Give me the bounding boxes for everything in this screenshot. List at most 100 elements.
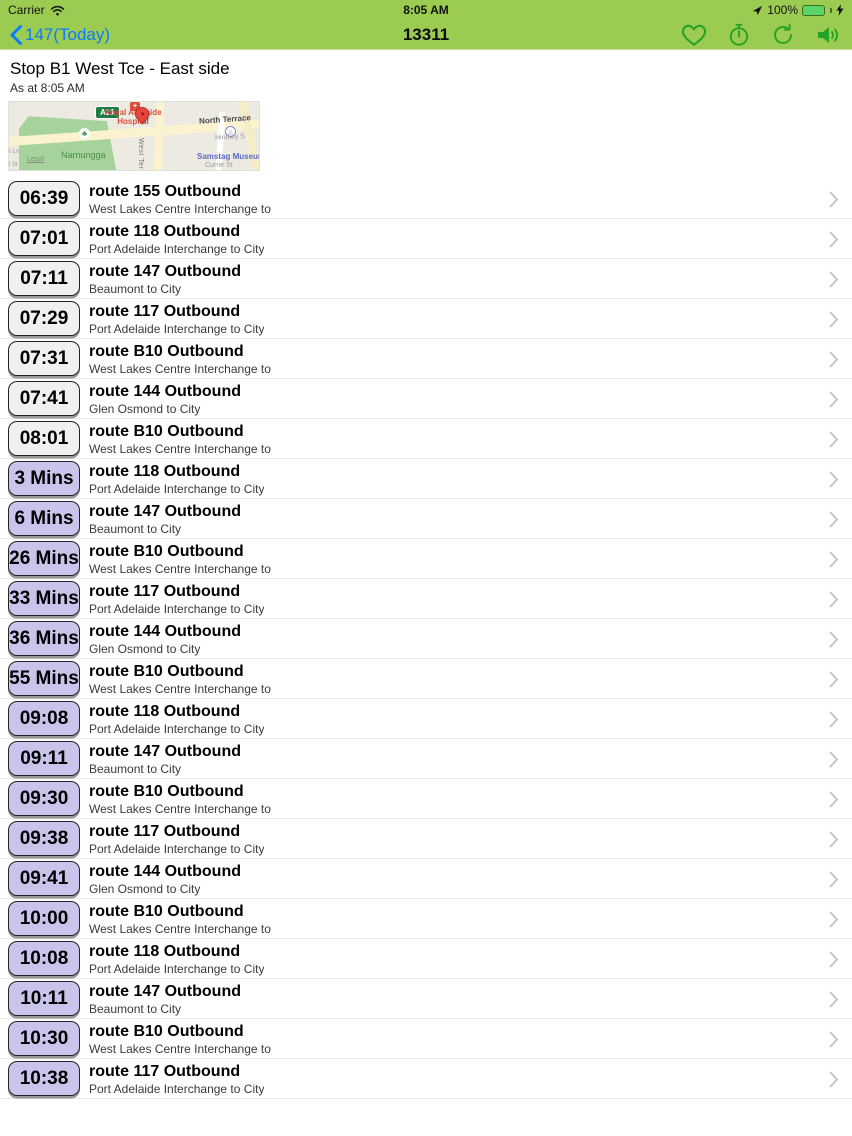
departure-row[interactable]: 55 Mins route B10 Outbound West Lakes Ce…: [0, 659, 852, 699]
departure-time-badge: 07:31: [8, 341, 80, 376]
chevron-right-icon: [829, 631, 838, 648]
departure-row[interactable]: 07:11 route 147 Outbound Beaumont to Cit…: [0, 259, 852, 299]
departures-list: 06:39 route 155 Outbound West Lakes Cent…: [0, 179, 852, 1099]
departure-time-badge: 26 Mins: [8, 541, 80, 576]
departure-row[interactable]: 10:38 route 117 Outbound Port Adelaide I…: [0, 1059, 852, 1099]
route-title: route B10 Outbound: [89, 782, 244, 800]
battery-icon: [802, 4, 825, 16]
chevron-right-icon: [829, 911, 838, 928]
route-destination: Glen Osmond to City: [89, 881, 201, 896]
map-hospital-icon: +: [130, 102, 140, 111]
back-button[interactable]: 147(Today): [10, 24, 111, 45]
chevron-right-icon: [829, 351, 838, 368]
departure-time-badge: 09:11: [8, 741, 80, 776]
route-title: route 144 Outbound: [89, 622, 241, 640]
stop-name: Stop B1 West Tce - East side: [10, 59, 230, 78]
back-button-label: 147(Today): [25, 24, 111, 44]
nav-bar: 13311 147(Today): [0, 20, 852, 50]
route-title: route 147 Outbound: [89, 502, 241, 520]
route-destination: West Lakes Centre Interchange to: [89, 1041, 271, 1056]
departure-row[interactable]: 07:31 route B10 Outbound West Lakes Cent…: [0, 339, 852, 379]
battery-percent: 100%: [767, 3, 798, 17]
chevron-right-icon: [829, 831, 838, 848]
chevron-right-icon: [829, 671, 838, 688]
departure-row[interactable]: 08:01 route B10 Outbound West Lakes Cent…: [0, 419, 852, 459]
departure-row[interactable]: 36 Mins route 144 Outbound Glen Osmond t…: [0, 619, 852, 659]
departure-row[interactable]: 10:30 route B10 Outbound West Lakes Cent…: [0, 1019, 852, 1059]
departure-row[interactable]: 26 Mins route B10 Outbound West Lakes Ce…: [0, 539, 852, 579]
route-title: route B10 Outbound: [89, 662, 244, 680]
departure-time-badge: 3 Mins: [8, 461, 80, 496]
departure-row[interactable]: 6 Mins route 147 Outbound Beaumont to Ci…: [0, 499, 852, 539]
favorite-heart-icon[interactable]: [681, 23, 707, 47]
route-destination: West Lakes Centre Interchange to: [89, 561, 271, 576]
route-destination: Beaumont to City: [89, 281, 182, 296]
chevron-right-icon: [829, 271, 838, 288]
route-title: route 117 Outbound: [89, 582, 241, 600]
chevron-right-icon: [829, 751, 838, 768]
departure-row[interactable]: 07:41 route 144 Outbound Glen Osmond to …: [0, 379, 852, 419]
departure-time-badge: 09:30: [8, 781, 80, 816]
map-museum-label: Samstag Museum: [197, 152, 260, 161]
wifi-icon: [50, 5, 64, 15]
route-title: route 147 Outbound: [89, 742, 241, 760]
stop-location-map[interactable]: ♣ A21 + Royal Adelaide Hospital North Te…: [8, 101, 260, 171]
departure-row[interactable]: 07:01 route 118 Outbound Port Adelaide I…: [0, 219, 852, 259]
route-destination: Port Adelaide Interchange to City: [89, 961, 265, 976]
timer-icon[interactable]: [727, 23, 751, 47]
chevron-right-icon: [829, 391, 838, 408]
route-destination: Port Adelaide Interchange to City: [89, 241, 265, 256]
route-destination: Beaumont to City: [89, 761, 182, 776]
departure-time-badge: 6 Mins: [8, 501, 80, 536]
map-currie-label: Currie St: [205, 162, 233, 169]
route-destination: West Lakes Centre Interchange to: [89, 681, 271, 696]
chevron-right-icon: [829, 311, 838, 328]
route-title: route 118 Outbound: [89, 942, 241, 960]
departure-time-badge: 07:01: [8, 221, 80, 256]
departure-time-badge: 08:01: [8, 421, 80, 456]
route-title: route 118 Outbound: [89, 462, 241, 480]
departure-row[interactable]: 10:08 route 118 Outbound Port Adelaide I…: [0, 939, 852, 979]
route-title: route 155 Outbound: [89, 182, 241, 200]
route-title: route B10 Outbound: [89, 902, 244, 920]
departure-time-badge: 07:11: [8, 261, 80, 296]
departure-row[interactable]: 09:30 route B10 Outbound West Lakes Cent…: [0, 779, 852, 819]
route-title: route B10 Outbound: [89, 342, 244, 360]
chevron-right-icon: [829, 991, 838, 1008]
route-destination: West Lakes Centre Interchange to: [89, 361, 271, 376]
route-title: route 147 Outbound: [89, 982, 241, 1000]
departure-time-badge: 07:29: [8, 301, 80, 336]
map-street-label: i St: [9, 162, 18, 168]
route-title: route 118 Outbound: [89, 702, 241, 720]
route-destination: Port Adelaide Interchange to City: [89, 1081, 265, 1096]
refresh-icon[interactable]: [771, 23, 795, 47]
back-chevron-icon: [10, 24, 22, 45]
departure-time-badge: 07:41: [8, 381, 80, 416]
route-destination: West Lakes Centre Interchange to: [89, 441, 271, 456]
departure-row[interactable]: 09:38 route 117 Outbound Port Adelaide I…: [0, 819, 852, 859]
departure-row[interactable]: 09:41 route 144 Outbound Glen Osmond to …: [0, 859, 852, 899]
chevron-right-icon: [829, 471, 838, 488]
departure-row[interactable]: 07:29 route 117 Outbound Port Adelaide I…: [0, 299, 852, 339]
map-hospital-label: Royal Adelaide Hospital: [104, 108, 162, 126]
departure-row[interactable]: 3 Mins route 118 Outbound Port Adelaide …: [0, 459, 852, 499]
chevron-right-icon: [829, 431, 838, 448]
departure-row[interactable]: 09:08 route 118 Outbound Port Adelaide I…: [0, 699, 852, 739]
departure-row[interactable]: 10:00 route B10 Outbound West Lakes Cent…: [0, 899, 852, 939]
departure-row[interactable]: 33 Mins route 117 Outbound Port Adelaide…: [0, 579, 852, 619]
departure-row[interactable]: 09:11 route 147 Outbound Beaumont to Cit…: [0, 739, 852, 779]
chevron-right-icon: [829, 591, 838, 608]
status-time: 8:05 AM: [403, 3, 449, 17]
route-title: route 118 Outbound: [89, 222, 241, 240]
departure-row[interactable]: 06:39 route 155 Outbound West Lakes Cent…: [0, 179, 852, 219]
speaker-icon[interactable]: [815, 23, 842, 47]
route-title: route 144 Outbound: [89, 382, 241, 400]
departure-time-badge: 33 Mins: [8, 581, 80, 616]
departure-time-badge: 09:41: [8, 861, 80, 896]
route-destination: Port Adelaide Interchange to City: [89, 481, 265, 496]
chevron-right-icon: [829, 1071, 838, 1088]
departure-row[interactable]: 10:11 route 147 Outbound Beaumont to Cit…: [0, 979, 852, 1019]
departure-time-badge: 10:30: [8, 1021, 80, 1056]
map-lane-label: t Ln: [9, 149, 20, 155]
